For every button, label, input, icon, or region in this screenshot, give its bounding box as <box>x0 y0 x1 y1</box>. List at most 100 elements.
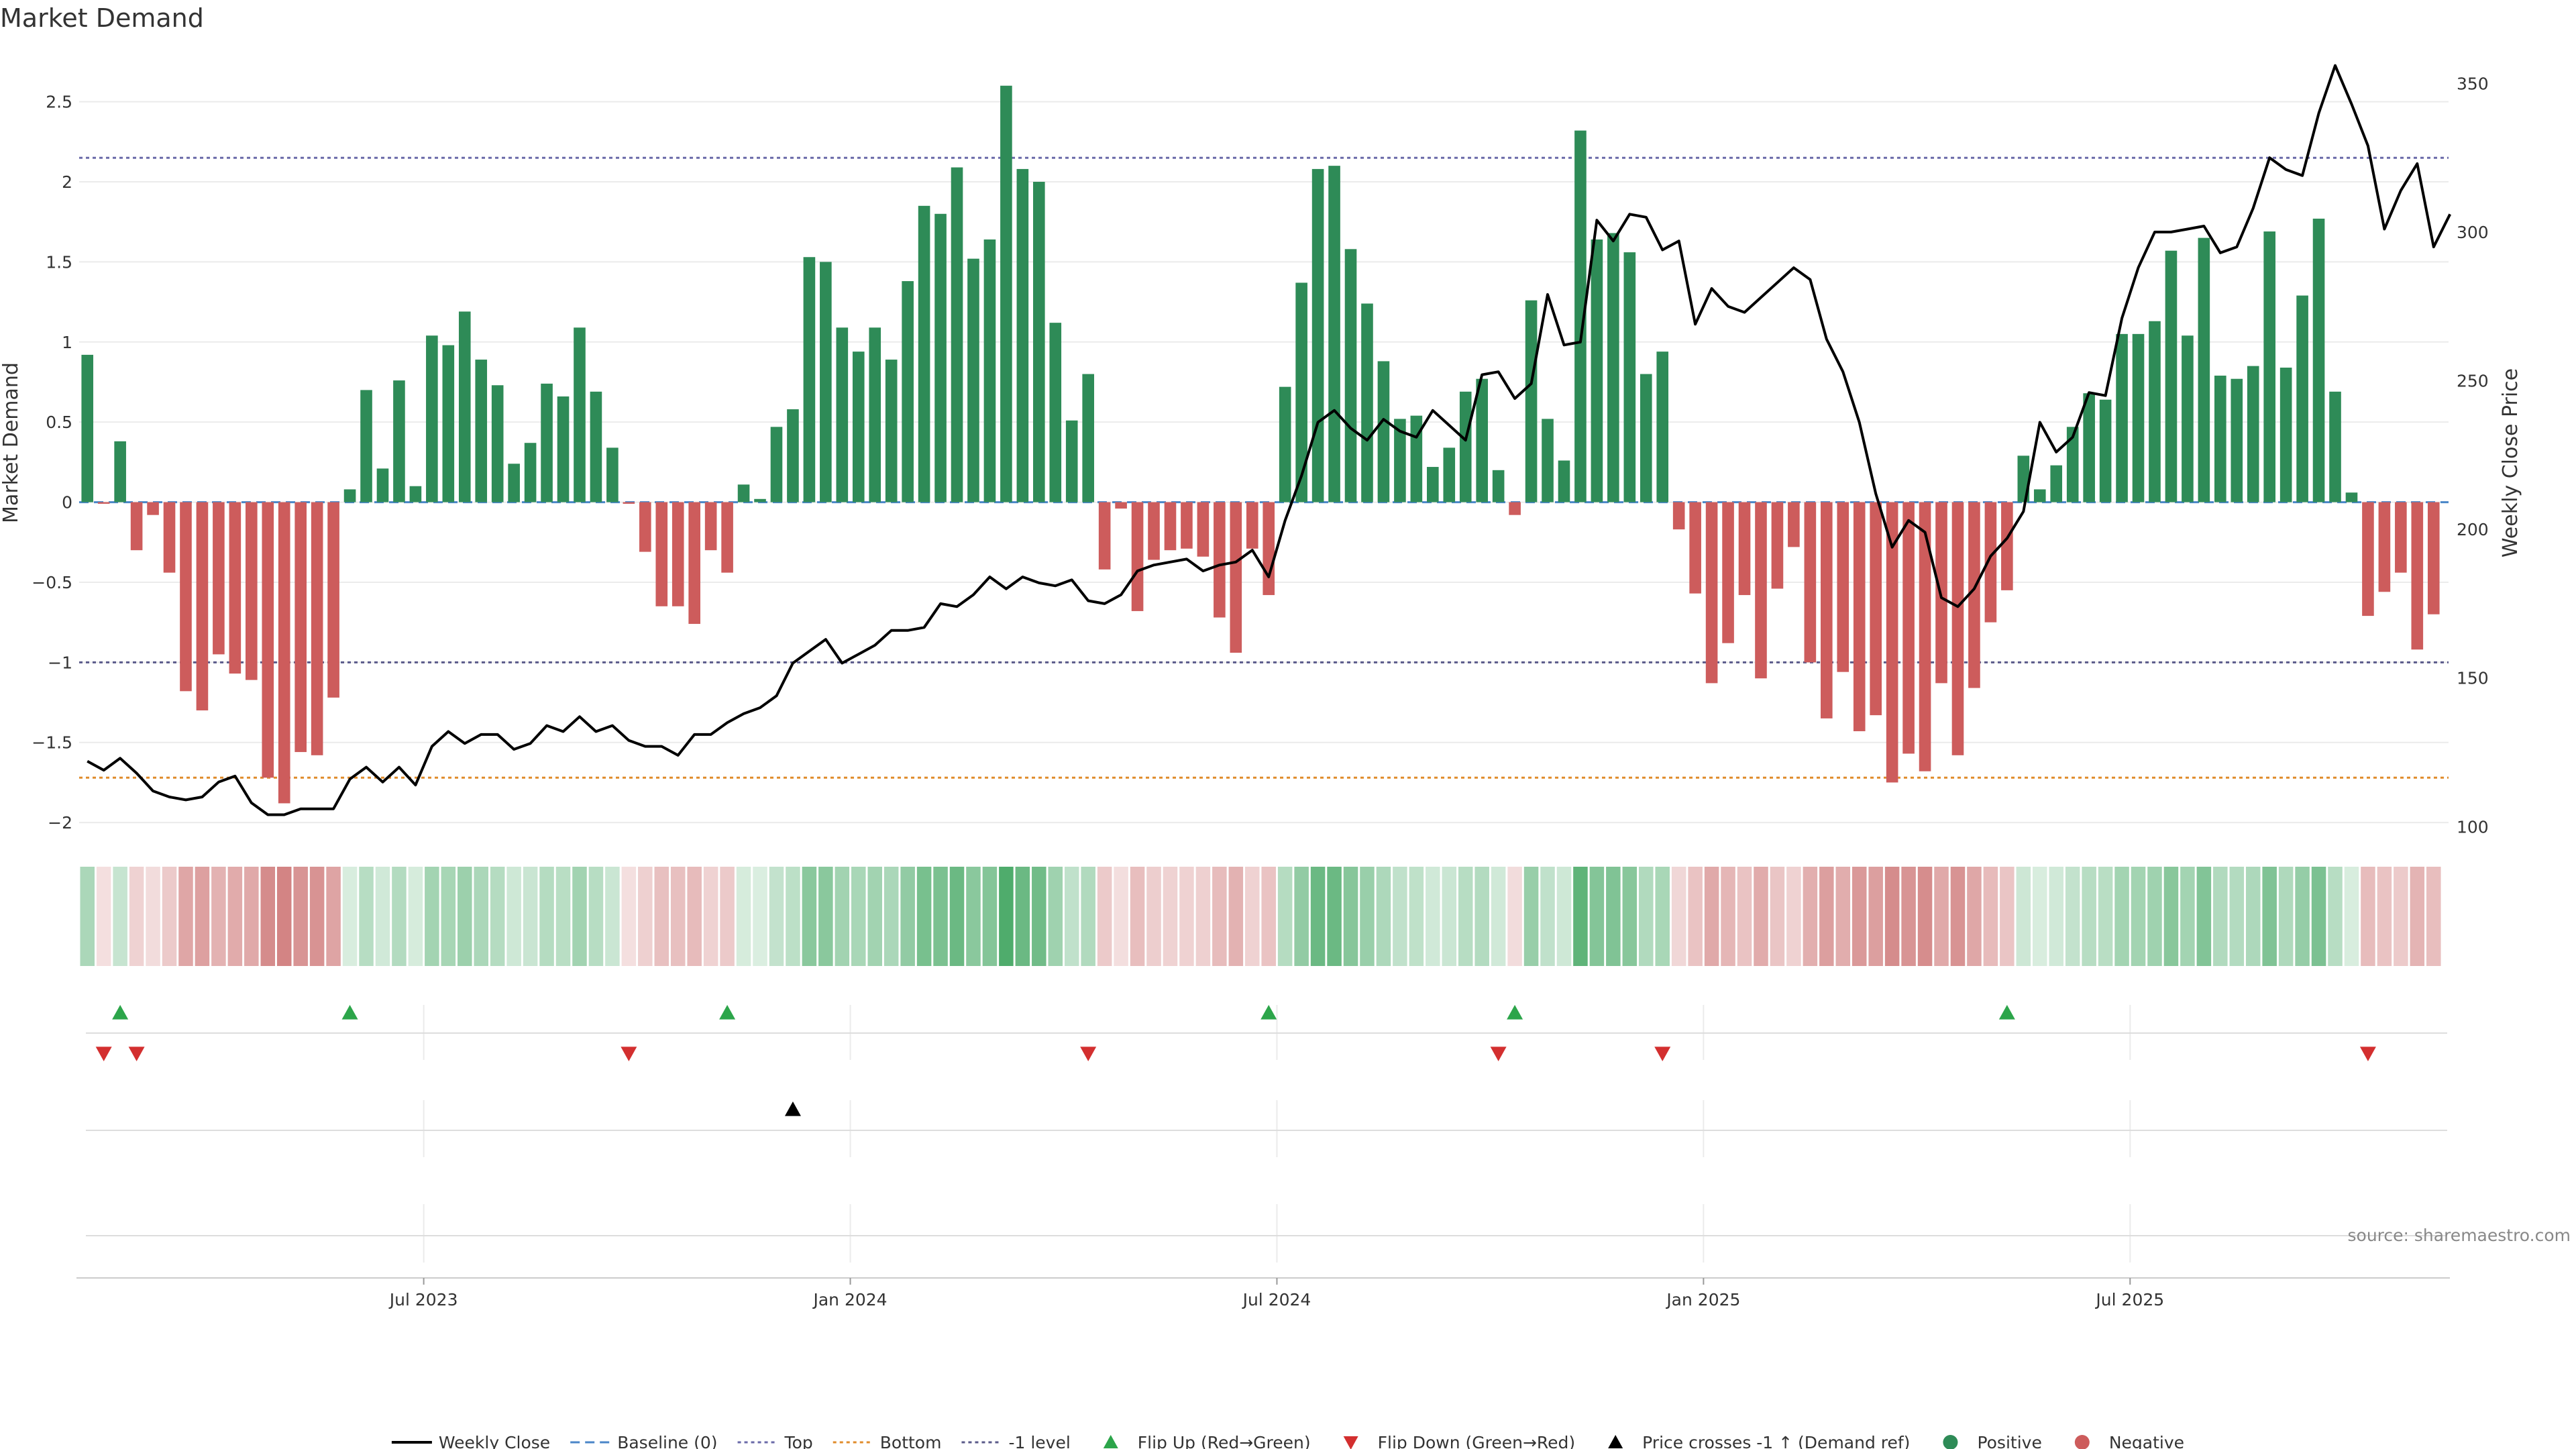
strip-cell <box>867 867 882 966</box>
strip-cell <box>1737 867 1752 966</box>
demand-bar <box>2427 502 2440 614</box>
demand-bar <box>508 464 520 502</box>
demand-bar <box>2411 502 2424 650</box>
strip-cell <box>490 867 505 966</box>
demand-bar <box>770 427 783 502</box>
demand-bar <box>1656 352 1669 502</box>
demand-bar <box>1230 502 1242 653</box>
demand-bar <box>885 360 898 502</box>
demand-bar <box>1623 252 1636 502</box>
y2-tick-label: 250 <box>2457 372 2489 391</box>
strip-cell <box>2344 867 2359 966</box>
strip-cell <box>999 867 1014 966</box>
legend-label: Baseline (0) <box>617 1433 717 1449</box>
strip-cell <box>1294 867 1309 966</box>
demand-bar <box>1672 502 1685 530</box>
y2-tick-label: 150 <box>2457 669 2489 688</box>
strip-cell <box>1097 867 1112 966</box>
strip-cell <box>883 867 899 966</box>
demand-bar <box>1771 502 1784 589</box>
demand-bar <box>557 396 570 502</box>
strip-cell <box>244 867 259 966</box>
y-axis-right: 350 300 250 200 150 100 <box>2457 74 2489 837</box>
strip-cell <box>1884 867 1900 966</box>
strip-cell <box>1064 867 1079 966</box>
strip-cell <box>949 867 965 966</box>
cross-up-marker <box>784 1102 801 1116</box>
strip-cell <box>2196 867 2212 966</box>
demand-bar <box>1311 168 1324 502</box>
strip-cell <box>129 867 144 966</box>
demand-bar <box>836 327 849 502</box>
demand-bar <box>2050 465 2063 502</box>
demand-bar <box>672 502 684 606</box>
demand-bar <box>1459 391 1472 502</box>
demand-bar <box>1279 386 1291 502</box>
strip-cell <box>2328 867 2343 966</box>
x-tick-label: Jul 2024 <box>1242 1290 1311 1309</box>
demand-bar <box>1214 502 1226 618</box>
strip-cell <box>276 867 292 966</box>
strip-cell <box>1032 867 1046 966</box>
strip-cell <box>1851 867 1867 966</box>
y-tick-label: −1.5 <box>32 733 72 753</box>
strip-cell <box>1556 867 1572 966</box>
strip-cell <box>900 867 915 966</box>
demand-bar <box>1853 502 1866 732</box>
legend-key-triangle-up <box>1103 1435 1118 1448</box>
demand-bar <box>1197 502 1210 557</box>
strip-cell <box>2278 867 2294 966</box>
strip-cell <box>2180 867 2195 966</box>
demand-bar <box>376 468 389 502</box>
demand-bar <box>803 257 816 502</box>
strip-cell <box>1523 867 1539 966</box>
demand-bar <box>623 502 635 504</box>
strip-cell <box>2065 867 2080 966</box>
y-tick-label: 1.5 <box>46 252 72 272</box>
strip-cell <box>1967 867 1982 966</box>
strip-cell <box>375 867 390 966</box>
strip-cell <box>162 867 177 966</box>
strip-cell <box>392 867 407 966</box>
demand-bar <box>2263 231 2275 502</box>
demand-bar <box>1115 502 1127 509</box>
strip-cell <box>211 867 226 966</box>
flip-up-marker <box>1507 1005 1523 1020</box>
strip-cell <box>2377 867 2392 966</box>
y-tick-label: 1 <box>62 333 72 352</box>
demand-bar <box>1919 502 1931 771</box>
strip-cell <box>2229 867 2245 966</box>
x-tick-label: Jul 2025 <box>2094 1290 2164 1309</box>
strip-cell <box>2147 867 2162 966</box>
y-axis-left: 2.5 2 1.5 1 0.5 0 −0.5 −1 −1.5 −2 <box>32 93 72 833</box>
strip-cell <box>260 867 276 966</box>
strip-cell <box>1245 867 1260 966</box>
demand-bar <box>1788 502 1800 547</box>
demand-bar <box>2099 399 2112 502</box>
demand-bar <box>1492 470 1505 502</box>
demand-bar <box>918 205 930 502</box>
demand-bar <box>820 262 832 502</box>
strip-cell <box>441 867 456 966</box>
demand-bar <box>754 498 766 502</box>
demand-bar <box>1361 303 1373 502</box>
strip-cell <box>227 867 243 966</box>
demand-bar <box>2165 250 2178 502</box>
demand-bar <box>311 502 323 755</box>
demand-bar <box>721 502 733 573</box>
strip-cell <box>342 867 358 966</box>
demand-bar <box>409 486 422 502</box>
demand-bar <box>737 484 750 502</box>
strip-cell <box>195 867 210 966</box>
strip-cell <box>1474 867 1489 966</box>
flip-down-marker <box>1654 1046 1671 1061</box>
demand-bar <box>229 502 241 674</box>
strip-cell <box>1819 867 1834 966</box>
legend-key-dot <box>2074 1435 2090 1449</box>
strip-cell <box>818 867 833 966</box>
strip-cell <box>1786 867 1801 966</box>
strip-cell <box>1146 867 1161 966</box>
demand-bar <box>2001 502 2013 590</box>
strip-cell <box>786 867 800 966</box>
demand-bar <box>130 502 143 551</box>
